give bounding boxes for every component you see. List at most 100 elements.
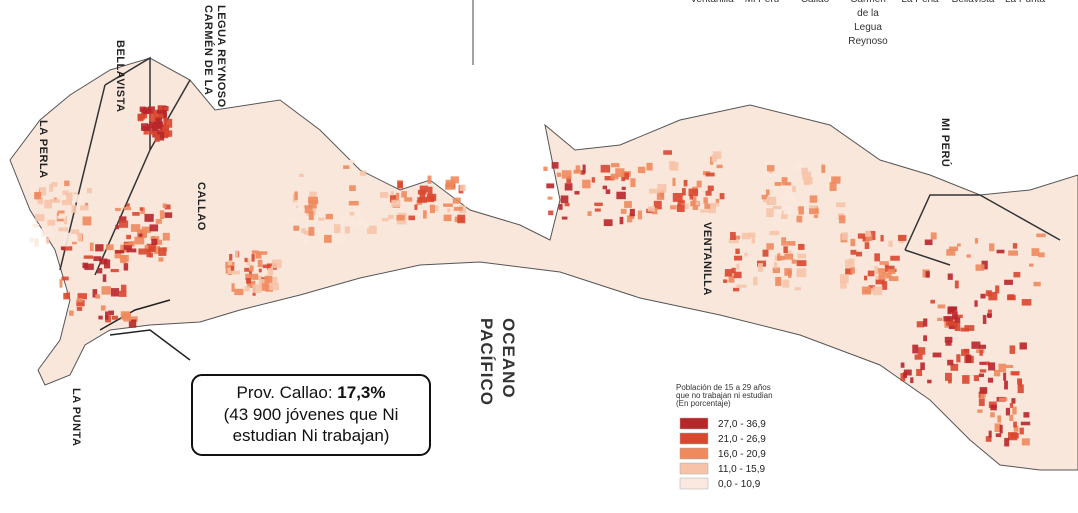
patch: [582, 164, 586, 174]
patch: [1017, 384, 1024, 394]
patch: [258, 268, 262, 273]
patch: [711, 155, 717, 163]
patch: [93, 256, 102, 261]
patch: [802, 171, 812, 181]
patch: [794, 287, 801, 291]
patch: [582, 179, 591, 189]
patch: [688, 188, 699, 197]
patch: [781, 210, 788, 220]
patch: [981, 260, 988, 270]
patch: [692, 196, 697, 202]
patch: [630, 178, 636, 188]
patch: [153, 109, 164, 119]
patch: [927, 379, 932, 384]
patch: [1013, 271, 1021, 278]
patch: [71, 229, 80, 235]
district-boundary: [59, 56, 1061, 276]
patch: [950, 306, 957, 311]
patch: [32, 223, 40, 228]
patch: [841, 232, 848, 241]
patch: [676, 204, 685, 212]
patch: [83, 255, 94, 259]
patch: [989, 243, 995, 252]
patch: [772, 267, 780, 274]
patch: [126, 248, 137, 253]
patch: [945, 340, 952, 346]
patch: [861, 286, 872, 295]
patch: [1021, 299, 1032, 306]
patch: [962, 375, 970, 384]
patch: [155, 239, 163, 245]
patch: [885, 272, 892, 279]
patch: [975, 264, 985, 271]
patch: [130, 224, 141, 232]
patch: [60, 246, 65, 250]
patch: [689, 194, 694, 200]
patch: [977, 409, 983, 413]
patch: [1005, 407, 1011, 416]
patch: [1004, 279, 1013, 285]
patch: [982, 314, 987, 324]
header-label: Mi Perú: [745, 0, 779, 5]
patch: [36, 187, 47, 196]
info-prefix: Prov. Callao:: [237, 383, 338, 402]
patch: [637, 210, 643, 220]
patch: [452, 197, 461, 204]
patch: [912, 344, 919, 354]
patch: [950, 363, 959, 371]
patch: [164, 204, 171, 210]
patch: [137, 113, 144, 122]
patch: [783, 205, 792, 215]
patch: [995, 433, 1002, 438]
patch: [916, 369, 923, 377]
patch: [887, 269, 896, 274]
patch: [163, 114, 167, 122]
patch: [724, 269, 733, 277]
legend-swatch: [679, 447, 709, 460]
patch: [49, 199, 60, 203]
patch: [744, 252, 748, 257]
patch: [762, 249, 769, 257]
patch: [974, 238, 979, 244]
patch: [108, 310, 115, 315]
patch: [952, 311, 958, 320]
patch: [741, 232, 751, 240]
patch: [423, 210, 427, 219]
patch: [547, 196, 553, 200]
patch: [813, 214, 819, 218]
patch: [705, 172, 715, 177]
patch: [161, 126, 169, 132]
patch: [380, 192, 389, 198]
patch: [427, 186, 433, 196]
patch: [89, 242, 94, 252]
patch: [802, 200, 809, 208]
patch: [965, 354, 972, 363]
patch: [459, 184, 466, 192]
patch: [367, 225, 377, 234]
patch: [76, 306, 83, 311]
patch: [362, 221, 369, 229]
patch: [591, 177, 595, 183]
patch: [395, 192, 400, 201]
patch: [923, 335, 928, 342]
patch: [349, 211, 355, 216]
patch: [245, 273, 252, 280]
patch: [704, 203, 711, 209]
patch: [774, 262, 778, 269]
patch: [1009, 432, 1019, 439]
patch: [558, 203, 563, 210]
patch: [358, 219, 364, 227]
patch: [150, 121, 157, 129]
patch: [342, 236, 347, 240]
patch: [301, 228, 306, 234]
patch: [696, 180, 702, 188]
patch: [774, 181, 782, 186]
patch: [947, 273, 953, 280]
district-labels: CARMÉN DE LA LEGUA REYNOSO BELLAVISTA LA PE…: [37, 5, 952, 446]
patch: [124, 243, 129, 247]
patch: [610, 163, 620, 168]
patch: [132, 212, 140, 216]
patch: [884, 264, 889, 268]
patch: [872, 286, 883, 296]
